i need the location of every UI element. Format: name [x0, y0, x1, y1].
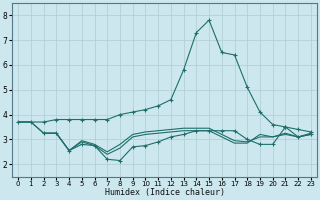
X-axis label: Humidex (Indice chaleur): Humidex (Indice chaleur) — [105, 188, 225, 197]
